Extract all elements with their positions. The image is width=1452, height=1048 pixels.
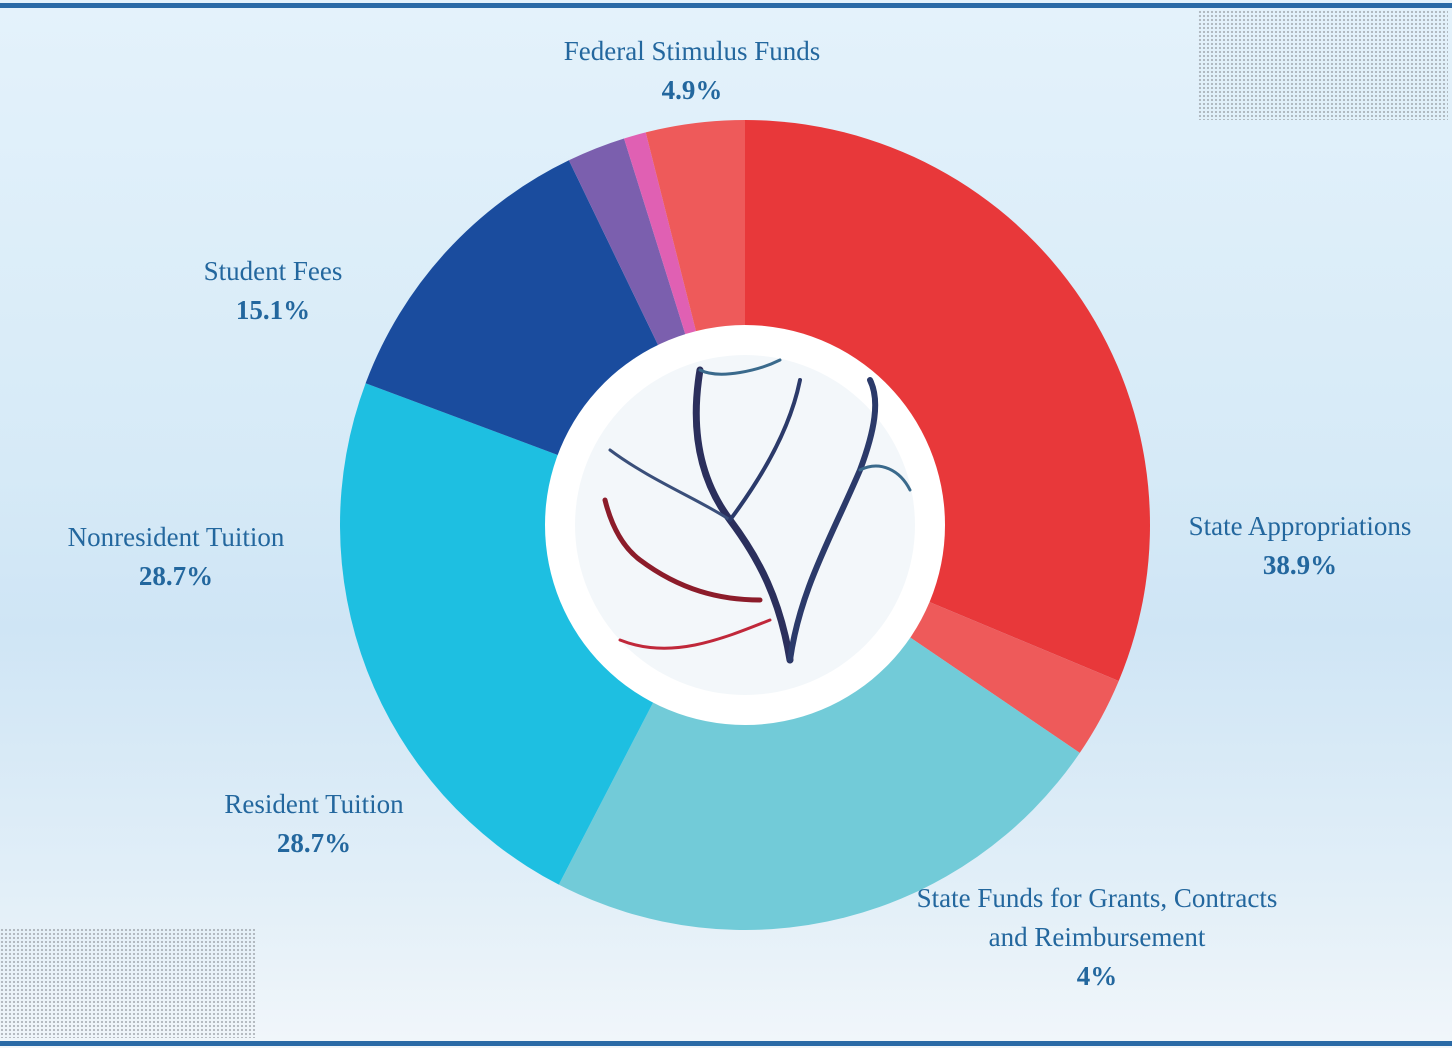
- category-name: Student Fees: [123, 252, 423, 291]
- value-label: 28.7%: [164, 824, 464, 863]
- page: {"chart_data": {"type": "donut", "catego…: [0, 0, 1452, 1048]
- category-name: Resident Tuition: [164, 785, 464, 824]
- tree-illustration: [575, 355, 915, 695]
- category-name: Nonresident Tuition: [26, 518, 326, 557]
- value-label: 15.1%: [123, 291, 423, 330]
- value-label: 4.9%: [492, 71, 892, 110]
- value-label: 4%: [907, 957, 1287, 996]
- value-label: 28.7%: [26, 557, 326, 596]
- slice-label: State Funds for Grants, Contracts and Re…: [907, 879, 1287, 996]
- category-name: State Funds for Grants, Contracts and Re…: [907, 879, 1287, 957]
- category-name: State Appropriations: [1150, 507, 1450, 546]
- category-name: Federal Stimulus Funds: [492, 32, 892, 71]
- value-label: 38.9%: [1150, 546, 1450, 585]
